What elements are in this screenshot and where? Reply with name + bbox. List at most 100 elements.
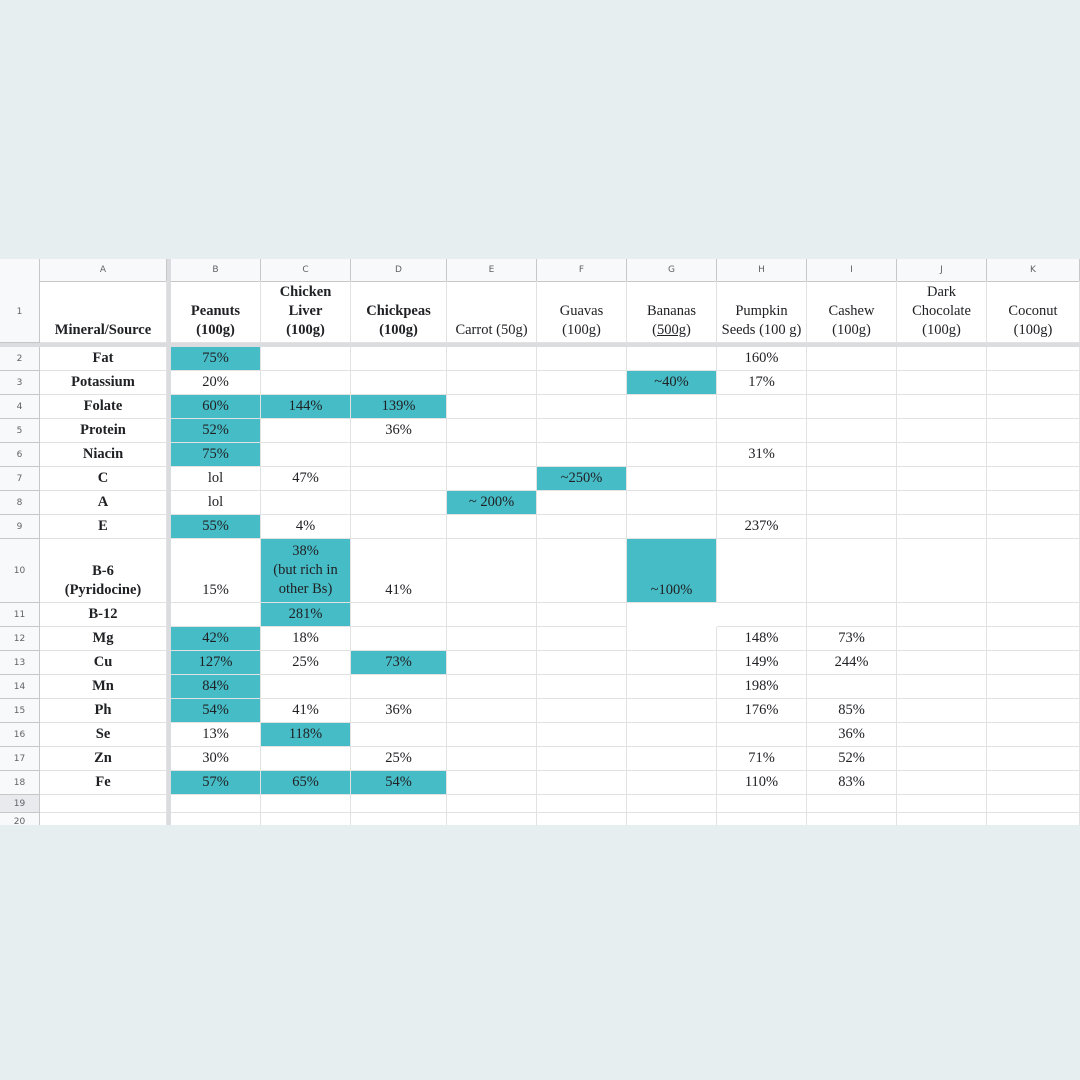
empty-cell[interactable] xyxy=(447,795,537,813)
data-cell[interactable] xyxy=(897,627,987,651)
data-cell[interactable] xyxy=(261,443,351,467)
empty-cell[interactable] xyxy=(987,795,1080,813)
data-cell[interactable] xyxy=(987,771,1080,795)
data-cell[interactable] xyxy=(897,371,987,395)
data-cell[interactable] xyxy=(717,723,807,747)
data-cell[interactable]: 4% xyxy=(261,515,351,539)
row-header-15[interactable]: 15 xyxy=(0,699,40,723)
data-cell[interactable] xyxy=(987,491,1080,515)
row-label-cell[interactable]: Mg xyxy=(40,627,167,651)
data-cell[interactable] xyxy=(717,395,807,419)
row-label-cell[interactable]: Protein xyxy=(40,419,167,443)
data-cell[interactable]: 71% xyxy=(717,747,807,771)
row-header-5[interactable]: 5 xyxy=(0,419,40,443)
empty-cell[interactable] xyxy=(897,813,987,825)
data-cell[interactable] xyxy=(807,515,897,539)
data-cell[interactable] xyxy=(261,347,351,371)
data-cell[interactable] xyxy=(897,771,987,795)
data-cell[interactable] xyxy=(447,419,537,443)
row-label-cell[interactable]: Fe xyxy=(40,771,167,795)
data-cell[interactable] xyxy=(717,603,807,627)
row-header-7[interactable]: 7 xyxy=(0,467,40,491)
data-cell[interactable] xyxy=(627,347,717,371)
data-cell[interactable]: 118% xyxy=(261,723,351,747)
data-cell[interactable]: 30% xyxy=(171,747,261,771)
data-cell[interactable] xyxy=(537,347,627,371)
data-cell[interactable] xyxy=(447,747,537,771)
row-label-cell[interactable]: E xyxy=(40,515,167,539)
empty-cell[interactable] xyxy=(717,813,807,825)
data-cell[interactable]: 57% xyxy=(171,771,261,795)
data-cell[interactable]: 148% xyxy=(717,627,807,651)
data-cell[interactable]: 18% xyxy=(261,627,351,651)
data-cell[interactable] xyxy=(537,771,627,795)
empty-cell[interactable] xyxy=(40,795,167,813)
empty-cell[interactable] xyxy=(351,795,447,813)
row-header-20[interactable]: 20 xyxy=(0,813,40,825)
data-cell[interactable] xyxy=(807,491,897,515)
data-cell[interactable] xyxy=(537,443,627,467)
empty-cell[interactable] xyxy=(627,813,717,825)
data-cell[interactable] xyxy=(351,627,447,651)
column-header-d[interactable]: D xyxy=(351,259,447,281)
column-header-f[interactable]: F xyxy=(537,259,627,281)
data-cell[interactable] xyxy=(447,699,537,723)
data-cell[interactable]: 13% xyxy=(171,723,261,747)
data-cell[interactable]: 60% xyxy=(171,395,261,419)
data-cell[interactable]: 85% xyxy=(807,699,897,723)
frozen-column-divider[interactable] xyxy=(167,259,171,825)
data-cell[interactable] xyxy=(537,395,627,419)
data-cell[interactable]: 237% xyxy=(717,515,807,539)
empty-cell[interactable] xyxy=(261,795,351,813)
row-header-4[interactable]: 4 xyxy=(0,395,40,419)
data-cell[interactable] xyxy=(627,515,717,539)
data-cell[interactable] xyxy=(897,467,987,491)
frozen-row-divider[interactable] xyxy=(0,343,1080,347)
row-label-cell[interactable]: B-6 (Pyridocine) xyxy=(40,539,167,603)
header-cell-d[interactable]: Chickpeas (100g) xyxy=(351,281,447,343)
data-cell[interactable] xyxy=(447,443,537,467)
data-cell[interactable] xyxy=(537,699,627,723)
column-header-a[interactable]: A xyxy=(40,259,167,281)
empty-cell[interactable] xyxy=(537,813,627,825)
data-cell[interactable]: lol xyxy=(171,491,261,515)
data-cell[interactable] xyxy=(627,723,717,747)
data-cell[interactable]: ~ 200% xyxy=(447,491,537,515)
data-cell[interactable] xyxy=(627,675,717,699)
data-cell[interactable] xyxy=(171,603,261,627)
empty-cell[interactable] xyxy=(627,795,717,813)
empty-cell[interactable] xyxy=(807,795,897,813)
data-cell[interactable] xyxy=(897,603,987,627)
data-cell[interactable]: 36% xyxy=(351,419,447,443)
data-cell[interactable] xyxy=(351,443,447,467)
data-cell[interactable] xyxy=(897,443,987,467)
data-cell[interactable]: ~100% xyxy=(627,539,717,603)
empty-cell[interactable] xyxy=(261,813,351,825)
header-cell-c[interactable]: Chicken Liver (100g) xyxy=(261,281,351,343)
header-cell-i[interactable]: Cashew (100g) xyxy=(807,281,897,343)
data-cell[interactable] xyxy=(537,675,627,699)
data-cell[interactable]: 160% xyxy=(717,347,807,371)
data-cell[interactable] xyxy=(627,771,717,795)
data-cell[interactable] xyxy=(987,747,1080,771)
data-cell[interactable] xyxy=(627,491,717,515)
data-cell[interactable] xyxy=(897,539,987,603)
row-header-9[interactable]: 9 xyxy=(0,515,40,539)
data-cell[interactable] xyxy=(447,347,537,371)
data-cell[interactable] xyxy=(351,515,447,539)
data-cell[interactable]: 65% xyxy=(261,771,351,795)
empty-cell[interactable] xyxy=(447,813,537,825)
data-cell[interactable] xyxy=(261,747,351,771)
row-header-6[interactable]: 6 xyxy=(0,443,40,467)
data-cell[interactable] xyxy=(447,371,537,395)
data-cell[interactable] xyxy=(261,371,351,395)
data-cell[interactable] xyxy=(717,491,807,515)
data-cell[interactable]: lol xyxy=(171,467,261,491)
data-cell[interactable]: 73% xyxy=(807,627,897,651)
data-cell[interactable] xyxy=(537,723,627,747)
row-header-13[interactable]: 13 xyxy=(0,651,40,675)
row-label-cell[interactable]: Se xyxy=(40,723,167,747)
data-cell[interactable] xyxy=(537,651,627,675)
data-cell[interactable] xyxy=(897,699,987,723)
data-cell[interactable] xyxy=(987,395,1080,419)
